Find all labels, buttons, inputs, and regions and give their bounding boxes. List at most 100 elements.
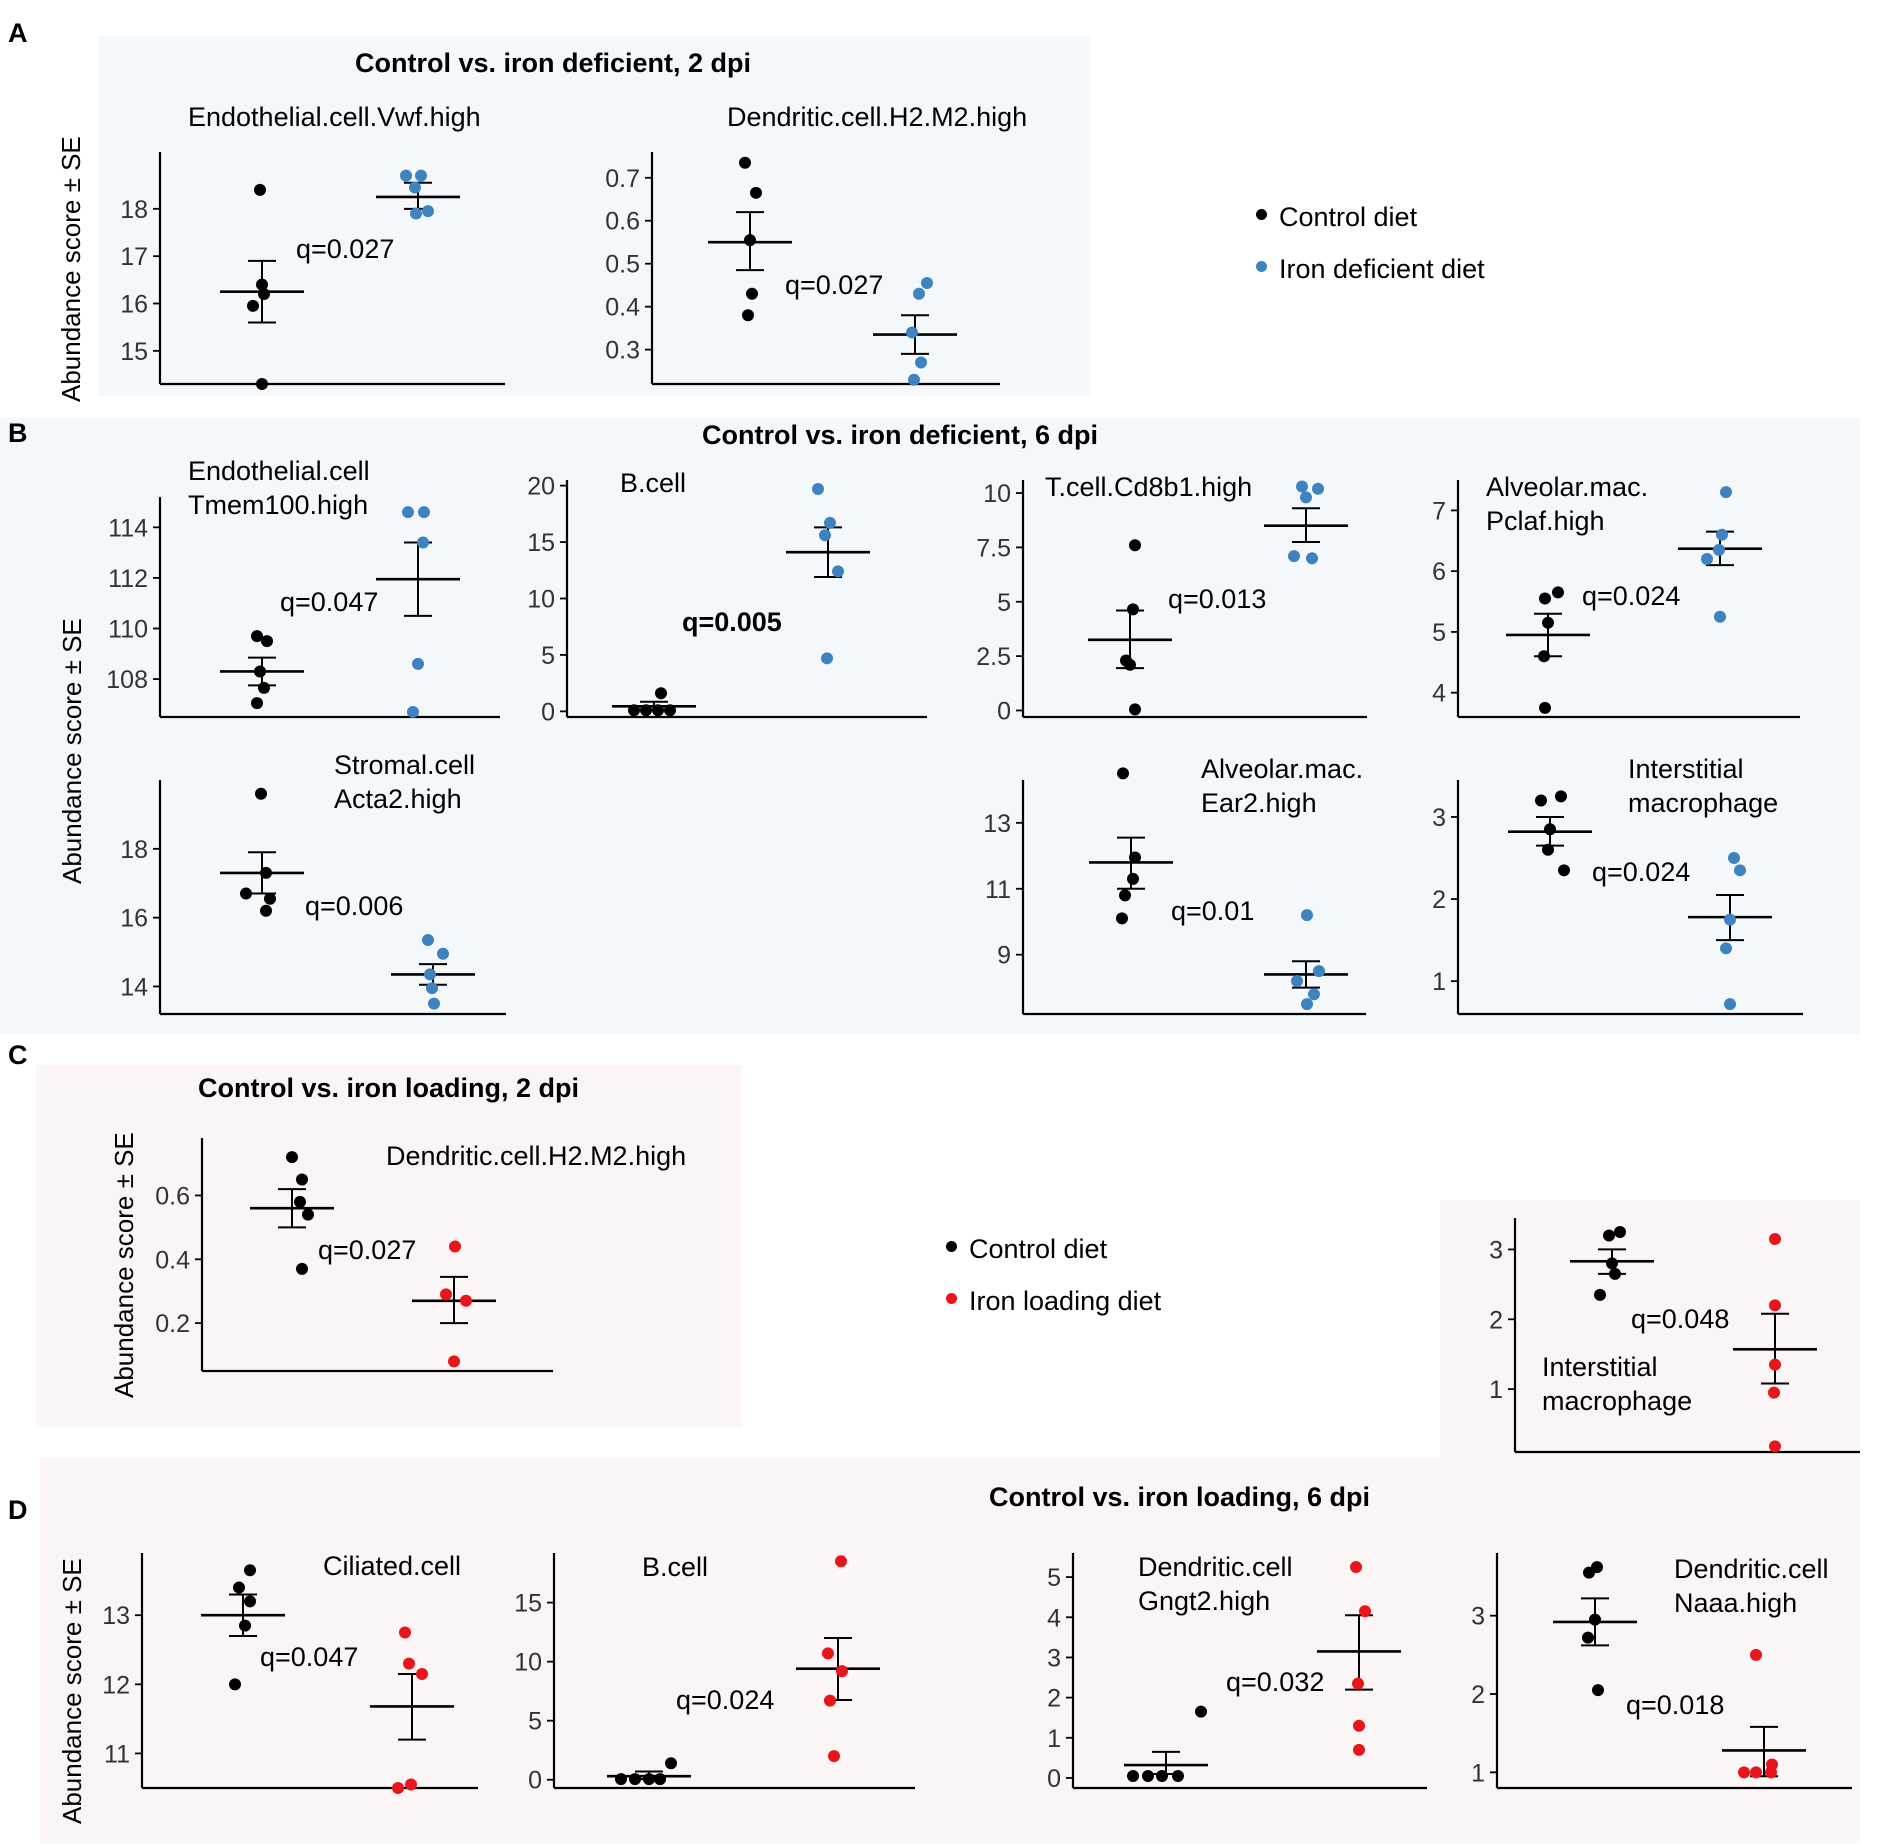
data-point	[416, 1667, 428, 1680]
panel-letter-a: A	[8, 18, 28, 48]
chart-title: Ear2.high	[1201, 788, 1317, 818]
y-tick-label: 2	[1432, 886, 1446, 914]
data-point	[1728, 852, 1740, 864]
data-point	[742, 309, 754, 322]
data-point	[1127, 603, 1139, 616]
y-tick-label: 13	[983, 810, 1011, 838]
data-point	[824, 516, 836, 529]
chart-title: B.cell	[620, 468, 686, 498]
data-point	[739, 156, 751, 169]
data-point	[1352, 1677, 1364, 1690]
panel-c-title: Control vs. iron loading, 2 dpi	[198, 1073, 580, 1103]
data-point	[399, 1626, 411, 1639]
data-point	[628, 704, 640, 717]
data-point	[296, 1262, 308, 1275]
q-value-label: q=0.047	[260, 1642, 358, 1672]
y-tick-label: 15	[514, 1590, 542, 1618]
data-point	[1769, 1440, 1781, 1453]
data-point	[652, 704, 664, 717]
data-point	[1594, 1288, 1606, 1301]
data-point	[255, 787, 267, 800]
data-point	[1582, 1631, 1594, 1644]
q-value-label: q=0.01	[1171, 896, 1254, 926]
chart-title: Alveolar.mac.	[1201, 754, 1363, 784]
y-tick-label: 0.3	[605, 337, 640, 365]
data-point	[1769, 1299, 1781, 1312]
data-point	[412, 657, 424, 670]
legend-item-iron-deficient: Iron deficient diet	[1256, 254, 1485, 306]
y-tick-label: 10	[983, 480, 1011, 508]
data-point	[828, 1750, 840, 1763]
y-tick-label: 18	[120, 196, 148, 224]
data-point	[1589, 1613, 1601, 1626]
chart-d4: 1 2 3 Dendritic.cell Naaa.high q=0.018	[1471, 1553, 1852, 1790]
y-tick-label: 14	[120, 973, 148, 1001]
y-tick-label: 15	[120, 338, 148, 366]
data-point	[407, 705, 419, 718]
data-point	[921, 277, 933, 290]
data-point	[1291, 975, 1303, 988]
data-point	[832, 565, 844, 578]
y-tick-label: 20	[527, 473, 555, 501]
y-tick-label: 2	[1047, 1685, 1061, 1713]
y-tick-label: 17	[120, 243, 148, 271]
chart-title: Endothelial.cell	[188, 456, 370, 486]
data-point	[1750, 1648, 1762, 1661]
q-value-label: q=0.005	[682, 607, 782, 637]
data-point	[665, 1757, 677, 1770]
y-tick-label: 0	[528, 1767, 542, 1795]
q-value-label: q=0.013	[1168, 584, 1266, 614]
data-point	[1124, 658, 1136, 671]
data-point	[1713, 543, 1725, 556]
y-tick-label: 13	[102, 1602, 130, 1630]
control-dot-icon	[1256, 209, 1267, 220]
data-point	[1306, 552, 1318, 565]
panel-c-right-background	[1440, 1200, 1860, 1460]
y-tick-label: 0.6	[155, 1182, 190, 1210]
y-tick-label: 16	[120, 291, 148, 319]
data-point	[254, 665, 266, 678]
data-point	[643, 1773, 655, 1786]
data-point	[1603, 1229, 1615, 1242]
q-value-label: q=0.024	[1592, 857, 1690, 887]
panel-b-background	[0, 418, 1860, 1034]
chart-b8: 1 2 3 Interstitial macrophage q=0.024	[1432, 754, 1803, 1016]
data-point	[1535, 794, 1547, 807]
chart-title: Alveolar.mac.	[1486, 472, 1648, 502]
data-point	[400, 169, 412, 182]
data-point	[449, 1240, 461, 1253]
data-point	[1127, 872, 1139, 885]
y-tick-label: 1	[1432, 968, 1446, 996]
data-point	[1300, 491, 1312, 504]
chart-title: Stromal.cell	[334, 750, 475, 780]
data-point	[750, 186, 762, 199]
data-point	[1720, 486, 1732, 499]
y-tick-label: 0	[997, 697, 1011, 725]
data-point	[1296, 480, 1308, 493]
data-point	[402, 506, 414, 519]
data-point	[261, 635, 273, 648]
data-point	[437, 947, 449, 960]
data-point	[440, 1288, 452, 1301]
data-point	[256, 278, 268, 291]
chart-title: Dendritic.cell.H2.M2.high	[727, 102, 1027, 132]
data-point	[233, 1581, 245, 1594]
data-point	[405, 1778, 417, 1791]
iron-deficient-dot-icon	[1256, 261, 1267, 272]
y-tick-label: 7	[1432, 497, 1446, 525]
y-tick-label: 5	[541, 642, 555, 670]
data-point	[422, 934, 434, 947]
data-point	[1609, 1267, 1621, 1280]
chart-b5: 14 16 18 Stromal.cell Acta2.high q=0.006	[120, 750, 506, 1016]
y-tick-label: 0.5	[605, 251, 640, 279]
data-point	[260, 904, 272, 917]
q-value-label: q=0.032	[1226, 1667, 1324, 1697]
y-tick-label: 114	[108, 514, 148, 542]
y-tick-label: 110	[108, 615, 148, 643]
chart-title: Gngt2.high	[1138, 1586, 1270, 1616]
data-point	[1129, 539, 1141, 552]
panel-a-background	[98, 36, 1090, 396]
data-point	[1724, 998, 1736, 1011]
iron-loading-dot-icon	[946, 1293, 957, 1304]
q-value-label: q=0.027	[296, 234, 394, 264]
